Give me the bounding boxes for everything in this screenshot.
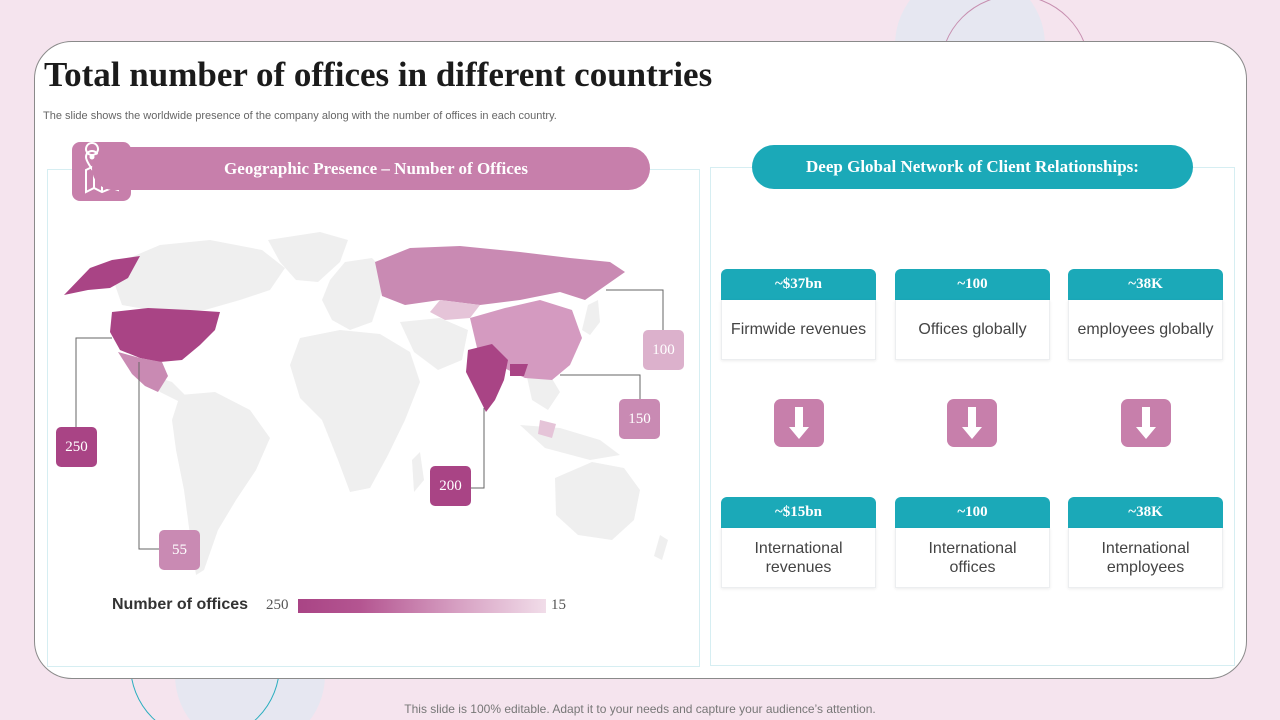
stat-employees-globally: ~38K employees globally — [1068, 269, 1223, 360]
legend-gradient-bar — [298, 599, 546, 613]
stat-label: Firmwide revenues — [721, 300, 876, 360]
stat-value: ~100 — [895, 497, 1050, 528]
stat-value: ~38K — [1068, 269, 1223, 300]
legend-max: 250 — [266, 597, 289, 613]
marker-india: 200 — [430, 466, 471, 506]
stat-label: International employees — [1068, 528, 1223, 588]
arrow-down-icon — [774, 399, 824, 447]
stat-value: ~$15bn — [721, 497, 876, 528]
legend-label: Number of offices — [112, 596, 249, 613]
client-network-header: Deep Global Network of Client Relationsh… — [752, 145, 1193, 189]
marker-russia: 100 — [643, 330, 684, 370]
stat-international-offices: ~100 International offices — [895, 497, 1050, 588]
stat-value: ~38K — [1068, 497, 1223, 528]
slide-footer: This slide is 100% editable. Adapt it to… — [404, 702, 876, 716]
map-panel — [47, 169, 700, 667]
stat-value: ~$37bn — [721, 269, 876, 300]
arrow-down-icon — [947, 399, 997, 447]
slide-subtitle: The slide shows the worldwide presence o… — [43, 110, 557, 122]
stat-firmwide-revenues: ~$37bn Firmwide revenues — [721, 269, 876, 360]
stat-label: employees globally — [1068, 300, 1223, 360]
geographic-presence-header: Geographic Presence – Number of Offices — [92, 147, 650, 190]
stat-label: Offices globally — [895, 300, 1050, 360]
slide-title: Total number of offices in different cou… — [44, 55, 713, 94]
marker-mexico: 55 — [159, 530, 200, 570]
stat-label: International revenues — [721, 528, 876, 588]
stat-international-employees: ~38K International employees — [1068, 497, 1223, 588]
stat-value: ~100 — [895, 269, 1050, 300]
legend-min: 15 — [551, 597, 566, 613]
stat-label: International offices — [895, 528, 1050, 588]
arrow-down-icon — [1121, 399, 1171, 447]
marker-china: 150 — [619, 399, 660, 439]
stat-offices-globally: ~100 Offices globally — [895, 269, 1050, 360]
marker-usa: 250 — [56, 427, 97, 467]
stat-international-revenues: ~$15bn International revenues — [721, 497, 876, 588]
